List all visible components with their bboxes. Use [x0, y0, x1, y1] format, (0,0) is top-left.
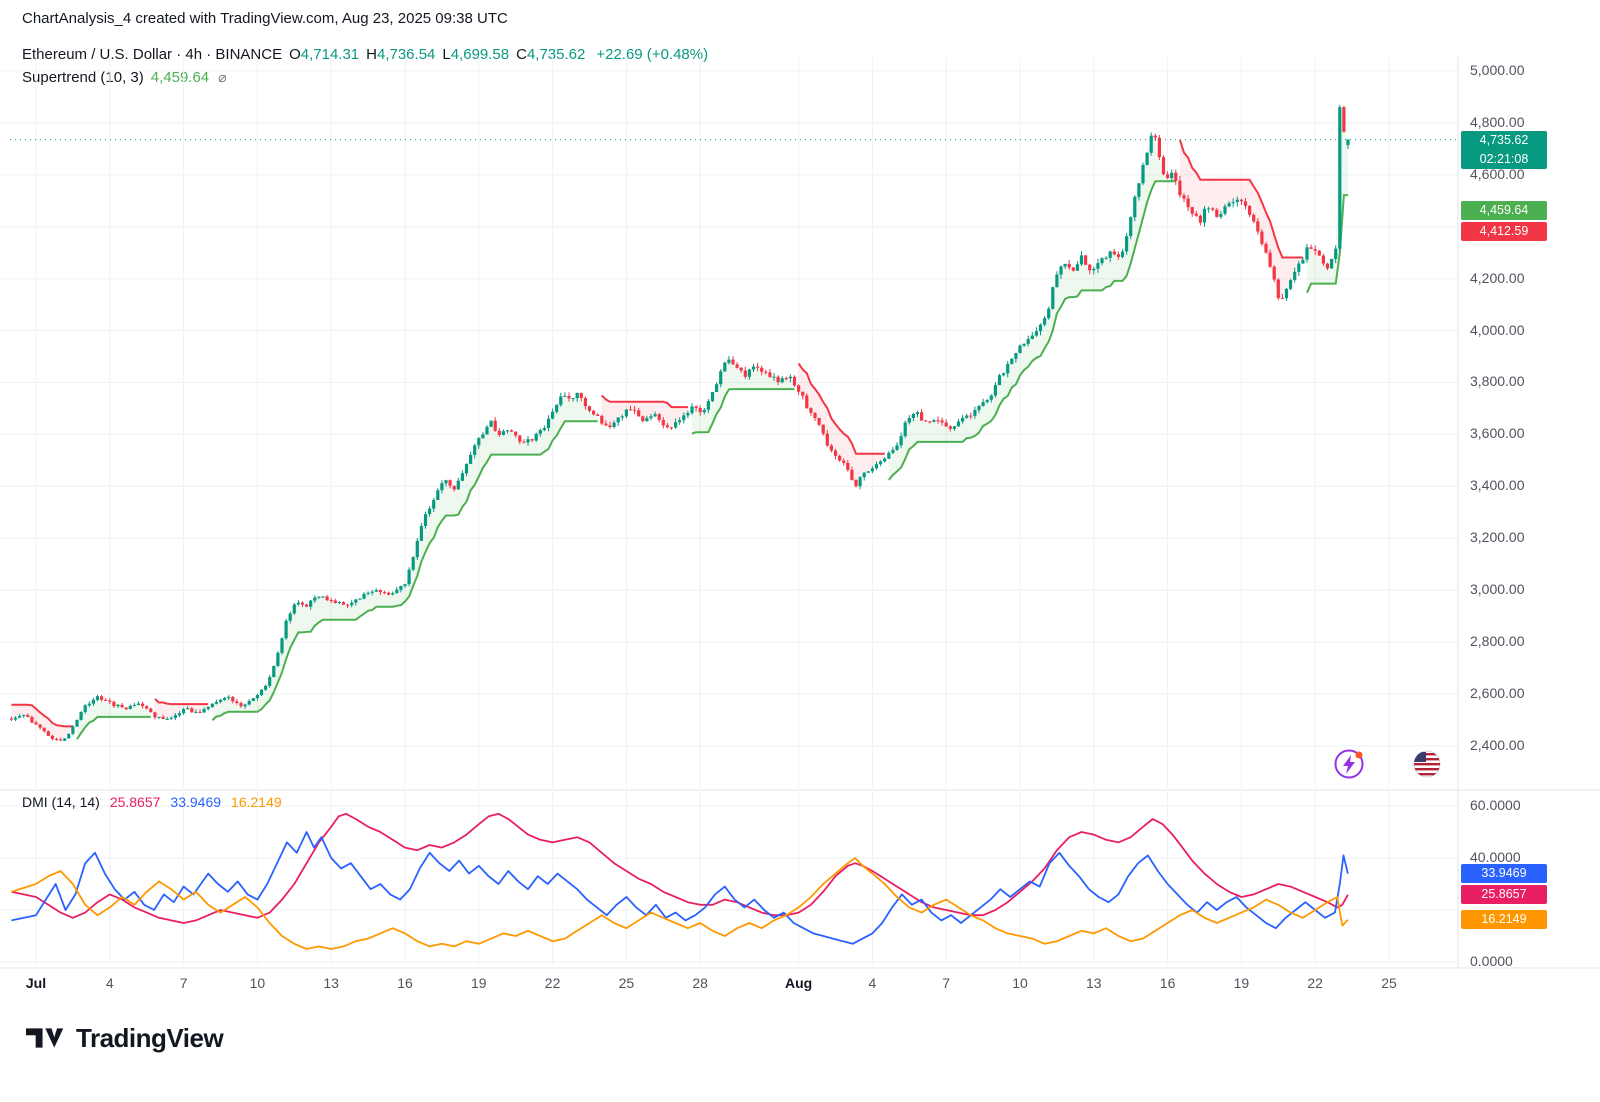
price-axis-label: 3,200.00 [1470, 529, 1525, 546]
last-price-badge: 4,735.62 02:21:08 [1461, 130, 1547, 169]
dmi-legend[interactable]: DMI (14, 14) 25.8657 33.9469 16.2149 [22, 794, 282, 810]
dmi-plot [11, 812, 1349, 950]
time-axis-label: 22 [544, 975, 561, 991]
time-axis-label: 25 [618, 975, 635, 991]
time-axis[interactable]: Jul 4 7 10 13 16 19 22 25 28 Aug 4 7 10 13 16 19 22 25 [0, 975, 1600, 999]
close-label: C [516, 46, 527, 63]
price-axis-label: 2,800.00 [1470, 633, 1525, 650]
indicator-hidden-icon[interactable]: ⌀ [218, 69, 227, 85]
tradingview-brand-text: TradingView [76, 1022, 224, 1053]
close-value: 4,735.62 [526, 46, 586, 63]
tradingview-logo-mark [26, 1028, 64, 1048]
minus-di-badge: 16.2149 [1461, 909, 1547, 929]
high-value: 4,736.54 [376, 46, 436, 63]
time-axis-label: 28 [692, 975, 708, 991]
plus-di-badge: 33.9469 [1461, 863, 1547, 883]
time-axis-label: 16 [1159, 975, 1176, 991]
change-value: +22.69 (+0.48%) [596, 46, 709, 63]
adx-badge: 25.8657 [1461, 884, 1547, 904]
time-axis-label: Jul [25, 975, 47, 991]
dmi-title[interactable]: DMI (14, 14) [22, 794, 100, 810]
time-axis-label: 4 [868, 975, 877, 991]
boost-icon[interactable] [1332, 747, 1366, 781]
price-axis-label: 5,000.00 [1470, 62, 1525, 78]
dmi-minus-di-value: 16.2149 [231, 794, 282, 810]
price-axis-label: 4,200.00 [1470, 269, 1525, 286]
time-axis-label: 25 [1381, 975, 1397, 991]
dmi-axis[interactable]: 60.0000 40.0000 0.0000 [1458, 0, 1600, 969]
supertrend-down-badge: 4,412.59 [1461, 222, 1547, 242]
time-axis-label: 10 [249, 975, 266, 991]
bar-countdown: 02:21:08 [1479, 151, 1529, 166]
symbol-title[interactable]: Ethereum / U.S. Dollar · 4h · BINANCE [22, 46, 283, 63]
price-axis-label: 3,600.00 [1470, 425, 1525, 442]
dmi-axis-label: 60.0000 [1470, 797, 1521, 813]
supertrend-plot [11, 107, 1348, 741]
symbol-legend[interactable]: Ethereum / U.S. Dollar · 4h · BINANCE O4… [22, 46, 708, 63]
page-title: ChartAnalysis_4 created with TradingView… [22, 10, 508, 27]
supertrend-up-badge: 4,459.64 [1461, 201, 1547, 221]
low-value: 4,699.58 [450, 46, 510, 63]
time-axis-label: 16 [397, 975, 413, 991]
time-axis-label: 13 [1086, 975, 1102, 991]
price-axis-label: 2,400.00 [1470, 736, 1525, 753]
time-axis-label: 22 [1307, 975, 1323, 991]
supertrend-value: 4,459.64 [150, 69, 210, 86]
open-label: O [289, 46, 301, 63]
time-axis-label: 7 [942, 975, 951, 991]
time-axis-label: 13 [323, 975, 339, 991]
candles [9, 104, 1350, 742]
dmi-plus-di-value: 33.9469 [170, 794, 222, 810]
price-axis-label: 3,800.00 [1470, 373, 1525, 390]
time-axis-label: 10 [1012, 975, 1028, 991]
high-label: H [366, 46, 377, 63]
price-axis-label: 3,400.00 [1470, 477, 1525, 494]
price-axis-label: 4,000.00 [1470, 321, 1525, 338]
time-axis-label: 19 [1233, 975, 1250, 991]
supertrend-label[interactable]: Supertrend (10, 3) [22, 69, 144, 86]
dmi-adx-value: 25.8657 [109, 794, 161, 810]
price-axis[interactable]: 5,000.00 4,800.00 4,600.00 4,200.00 4,000.00… [1458, 0, 1600, 968]
low-label: L [442, 46, 451, 63]
price-axis-label: 3,000.00 [1470, 581, 1525, 598]
time-axis-label: Aug [784, 975, 813, 991]
last-price-value: 4,735.62 [1479, 132, 1529, 147]
us-flag-icon[interactable] [1411, 748, 1443, 780]
time-axis-label: 19 [471, 975, 487, 991]
tradingview-logo[interactable]: TradingView [26, 1022, 224, 1054]
price-axis-label: 4,800.00 [1470, 113, 1525, 130]
dmi-axis-label: 0.0000 [1470, 953, 1513, 969]
time-axis-label: 4 [105, 975, 114, 991]
price-axis-label: 4,600.00 [1470, 165, 1525, 182]
supertrend-legend[interactable]: Supertrend (10, 3) 4,459.64 ⌀ [22, 69, 227, 86]
price-axis-label: 2,600.00 [1470, 684, 1525, 701]
open-value: 4,714.31 [300, 46, 360, 63]
time-axis-label: 7 [179, 975, 188, 991]
dmi-axis-label: 40.0000 [1470, 849, 1521, 865]
